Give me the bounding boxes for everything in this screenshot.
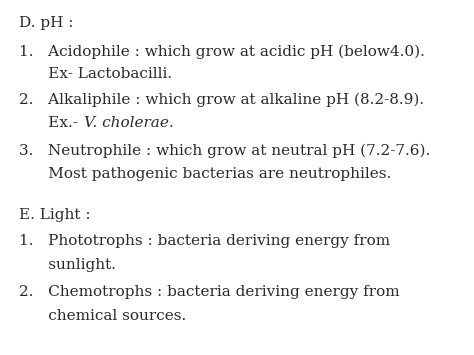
Text: Ex- Lactobacilli.: Ex- Lactobacilli. [19, 67, 172, 81]
Text: D. pH :: D. pH : [19, 16, 73, 30]
Text: 2.   Alkaliphile : which grow at alkaline pH (8.2-8.9).: 2. Alkaliphile : which grow at alkaline … [19, 92, 424, 107]
Text: Ex.-: Ex.- [19, 116, 82, 130]
Text: E. Light :: E. Light : [19, 208, 91, 222]
Text: chemical sources.: chemical sources. [19, 309, 186, 323]
Text: 1.   Acidophile : which grow at acidic pH (below4.0).: 1. Acidophile : which grow at acidic pH … [19, 44, 425, 59]
Text: V. cholerae.: V. cholerae. [84, 116, 173, 130]
Text: 3.   Neutrophile : which grow at neutral pH (7.2-7.6).: 3. Neutrophile : which grow at neutral p… [19, 143, 430, 158]
Text: 1.   Phototrophs : bacteria deriving energy from: 1. Phototrophs : bacteria deriving energ… [19, 234, 390, 248]
Text: sunlight.: sunlight. [19, 258, 116, 272]
Text: Most pathogenic bacterias are neutrophiles.: Most pathogenic bacterias are neutrophil… [19, 167, 391, 181]
Text: 2.   Chemotrophs : bacteria deriving energy from: 2. Chemotrophs : bacteria deriving energ… [19, 285, 400, 299]
